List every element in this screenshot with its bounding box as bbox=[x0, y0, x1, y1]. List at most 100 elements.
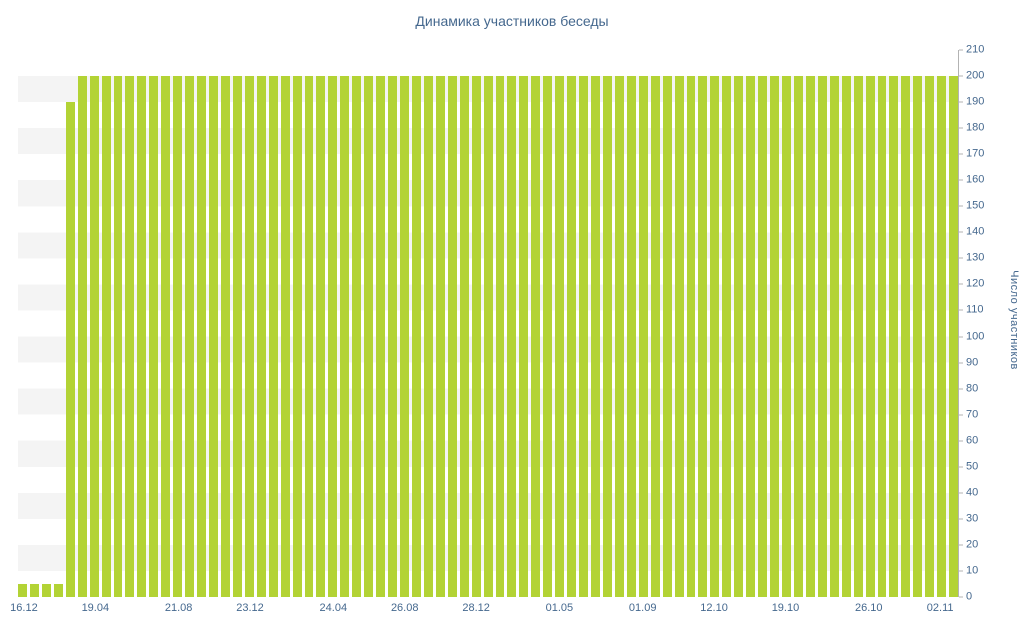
bar bbox=[423, 76, 433, 597]
bar bbox=[447, 76, 457, 597]
x-tick-label: 24.04 bbox=[319, 602, 348, 614]
bar bbox=[519, 76, 529, 597]
x-tick-label: 23.12 bbox=[236, 602, 264, 614]
bar bbox=[280, 76, 290, 597]
y-tick-label: 200 bbox=[966, 69, 985, 82]
bar bbox=[674, 76, 684, 597]
bar bbox=[113, 76, 123, 597]
y-tick: 90 bbox=[959, 357, 978, 368]
bar bbox=[161, 76, 171, 597]
bar bbox=[734, 76, 744, 597]
bar bbox=[340, 76, 350, 597]
y-tick-label: 60 bbox=[966, 434, 979, 447]
bar bbox=[925, 76, 935, 597]
y-axis-title: Число участников bbox=[1008, 270, 1020, 370]
bar bbox=[304, 76, 314, 597]
y-tick-mark bbox=[959, 179, 963, 181]
y-tick: 210 bbox=[959, 43, 985, 56]
bar bbox=[602, 76, 612, 597]
bar bbox=[853, 76, 863, 597]
y-axis: 0 10 20 30 40 50 60 70 80 90 100 110 120 130 140 150 160… bbox=[958, 44, 1001, 602]
x-tick-label: 26.10 bbox=[854, 602, 883, 614]
x-tick-label: 16.12 bbox=[10, 602, 38, 614]
x-tick-label: 01.05 bbox=[545, 602, 574, 614]
x-tick-label: 21.08 bbox=[164, 602, 193, 614]
y-tick-mark bbox=[959, 309, 963, 311]
y-tick-mark bbox=[959, 231, 963, 233]
y-tick-label: 170 bbox=[966, 147, 985, 160]
bar bbox=[256, 76, 266, 597]
bar bbox=[197, 76, 206, 597]
y-tick: 40 bbox=[959, 487, 978, 498]
y-tick: 30 bbox=[959, 513, 978, 524]
x-tick-label: 26.08 bbox=[390, 602, 419, 614]
bar bbox=[495, 76, 505, 597]
y-tick-mark bbox=[959, 75, 963, 77]
bar bbox=[471, 76, 481, 597]
bar bbox=[626, 76, 636, 597]
y-tick-label: 10 bbox=[966, 564, 979, 577]
y-tick: 140 bbox=[959, 225, 985, 238]
y-tick-label: 210 bbox=[966, 43, 985, 56]
bar bbox=[567, 76, 577, 597]
y-tick: 10 bbox=[959, 565, 978, 576]
y-tick-label: 180 bbox=[966, 121, 985, 134]
y-tick-label: 140 bbox=[966, 225, 985, 238]
y-tick-mark bbox=[959, 49, 963, 51]
y-tick: 190 bbox=[959, 95, 985, 108]
y-tick-label: 150 bbox=[966, 199, 985, 212]
y-tick-label: 50 bbox=[966, 460, 979, 473]
y-tick: 180 bbox=[959, 121, 985, 134]
bar bbox=[209, 76, 218, 597]
y-tick-label: 120 bbox=[966, 277, 985, 290]
y-tick: 100 bbox=[959, 331, 984, 342]
bar bbox=[579, 76, 588, 597]
bar bbox=[149, 76, 159, 597]
x-axis-labels: 16.12 19.04 21.08 23.12 24.04 26.08 28.12 01.05… bbox=[10, 602, 958, 618]
bar bbox=[543, 76, 553, 597]
y-tick-mark bbox=[959, 127, 963, 129]
bar bbox=[220, 76, 230, 597]
y-tick-label: 110 bbox=[966, 303, 984, 316]
x-tick-label: 02.11 bbox=[926, 602, 954, 614]
y-tick-mark bbox=[959, 596, 963, 598]
bar bbox=[232, 76, 242, 597]
bar bbox=[591, 76, 600, 597]
bar bbox=[614, 76, 624, 597]
bar bbox=[41, 583, 51, 597]
bar bbox=[400, 76, 409, 597]
bar bbox=[805, 76, 815, 597]
x-tick-label: 28.12 bbox=[462, 602, 490, 614]
y-tick-mark bbox=[959, 466, 963, 468]
bar bbox=[173, 76, 183, 597]
bar bbox=[841, 76, 851, 597]
bar bbox=[185, 76, 195, 597]
y-tick: 80 bbox=[959, 383, 978, 394]
bar bbox=[782, 76, 791, 597]
bar bbox=[53, 583, 63, 597]
bar bbox=[913, 76, 923, 597]
bar bbox=[364, 76, 374, 597]
bar bbox=[292, 76, 302, 597]
y-tick-label: 190 bbox=[966, 95, 985, 108]
bar bbox=[18, 583, 27, 597]
bar bbox=[865, 76, 875, 597]
chart-title: Динамика участников беседы bbox=[415, 13, 609, 29]
bar bbox=[89, 76, 99, 597]
y-tick-label: 100 bbox=[966, 330, 985, 343]
bar bbox=[650, 76, 660, 597]
bar bbox=[662, 76, 672, 597]
y-tick: 20 bbox=[959, 539, 978, 550]
y-tick: 110 bbox=[959, 303, 984, 316]
y-tick-mark bbox=[959, 544, 963, 546]
bar bbox=[829, 76, 839, 597]
x-tick-label: 12.10 bbox=[700, 602, 728, 614]
y-tick-mark bbox=[959, 414, 963, 416]
bar bbox=[29, 583, 39, 597]
y-tick: 130 bbox=[959, 252, 984, 264]
y-tick-mark bbox=[959, 283, 963, 285]
y-tick-label: 40 bbox=[966, 486, 979, 499]
bar bbox=[77, 76, 87, 597]
x-tick-label: 19.10 bbox=[771, 602, 800, 614]
